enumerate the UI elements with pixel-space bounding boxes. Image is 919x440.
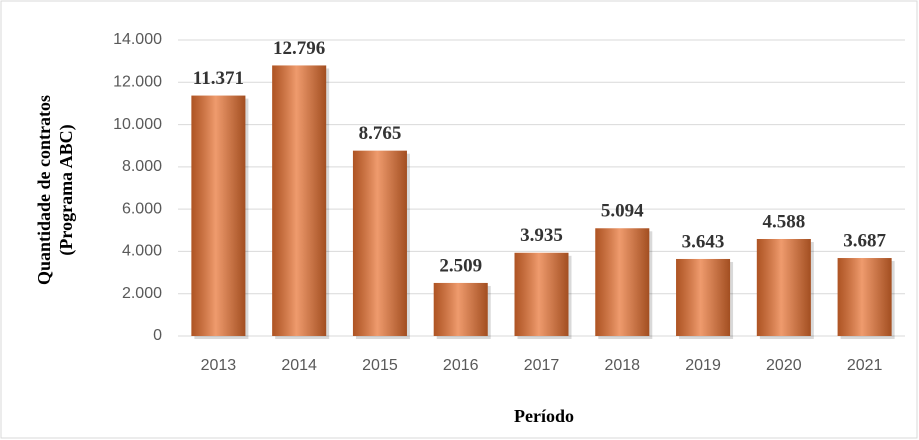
x-tick-label: 2015 [362, 357, 398, 374]
value-label: 8.765 [359, 123, 402, 144]
bar-shine [514, 252, 569, 336]
bar-shine [352, 150, 407, 336]
y-tick-label: 8.000 [122, 158, 162, 175]
x-tick-label: 2020 [766, 357, 802, 374]
value-label: 3.935 [520, 225, 563, 246]
bar-shine [191, 95, 246, 337]
y-tick-label: 4.000 [122, 243, 162, 260]
bar-shine [272, 65, 327, 337]
x-tick-label: 2016 [443, 357, 479, 374]
bar-shine [595, 228, 650, 336]
y-axis-title: Quantidade de contratos (Programa ABC) [34, 95, 77, 285]
x-axis-title: Período [514, 406, 574, 426]
bar-shine [433, 282, 488, 336]
bar-shine [676, 258, 731, 336]
y-tick-label: 2.000 [122, 285, 162, 302]
value-label: 3.687 [843, 230, 886, 251]
x-tick-label: 2021 [847, 357, 883, 374]
y-tick-label: 6.000 [122, 200, 162, 217]
bar-shine [756, 238, 811, 336]
value-label: 2.509 [439, 255, 482, 276]
bar-shine [837, 258, 892, 336]
x-tick-label: 2014 [281, 357, 317, 374]
x-tick-label: 2017 [524, 357, 560, 374]
value-label: 4.588 [762, 211, 805, 232]
y-tick-label: 0 [153, 327, 162, 344]
value-label: 5.094 [601, 201, 644, 222]
value-label: 3.643 [682, 231, 725, 252]
y-tick-label: 12.000 [113, 74, 162, 91]
y-axis-title-line: (Programa ABC) [56, 124, 77, 255]
x-tick-label: 2013 [201, 357, 237, 374]
value-label: 11.371 [193, 68, 244, 89]
x-tick-label: 2019 [685, 357, 721, 374]
y-tick-label: 10.000 [113, 116, 162, 133]
x-tick-label: 2018 [604, 357, 640, 374]
y-axis-title-line: Quantidade de contratos [34, 95, 54, 285]
value-label: 12.796 [273, 38, 325, 59]
y-tick-label: 14.000 [113, 31, 162, 48]
